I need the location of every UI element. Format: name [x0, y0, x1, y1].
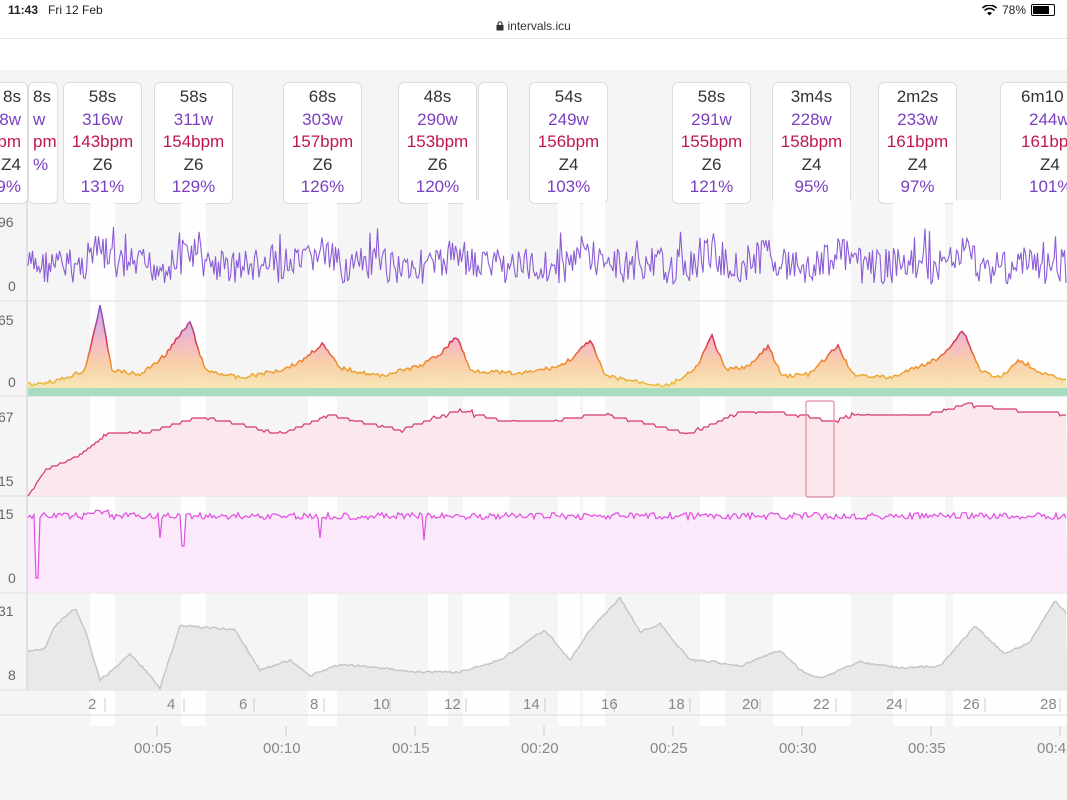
- time-tick: 00:05: [134, 740, 172, 757]
- interval-card[interactable]: 68s 303w 157bpm Z6 126%: [283, 82, 362, 204]
- selection-box[interactable]: [805, 400, 835, 498]
- distance-tick: 16: [601, 696, 618, 713]
- altitude-ymin: 8: [8, 667, 16, 683]
- distance-tick: 4: [167, 696, 176, 713]
- time-tick: 00:4: [1037, 740, 1067, 757]
- status-time: 11:43: [8, 3, 39, 17]
- distance-tick: 14: [523, 696, 540, 713]
- cadence-series: [27, 509, 1067, 593]
- power-series: [27, 226, 1067, 286]
- time-tick: 00:35: [908, 740, 946, 757]
- interval-card[interactable]: 3m4s 228w 158bpm Z4 95%: [772, 82, 851, 204]
- altitude-ymax: 31: [0, 603, 14, 619]
- distance-tick: 10: [373, 696, 390, 713]
- interval-card[interactable]: 58s 291w 155bpm Z6 121%: [672, 82, 751, 204]
- wbal-line: [27, 304, 1067, 388]
- time-tick: 00:25: [650, 740, 688, 757]
- battery-percent: 78%: [1001, 3, 1026, 17]
- hr-ymax: 67: [0, 409, 14, 425]
- altitude-series: [27, 596, 1067, 691]
- hr-line: [27, 402, 1066, 497]
- power-ymax: 96: [0, 214, 14, 230]
- interval-card[interactable]: 8s w pm %: [28, 82, 58, 204]
- interval-card[interactable]: 2m2s 233w 161bpm Z4 97%: [878, 82, 957, 204]
- wbal-baseline-band: [28, 388, 1067, 396]
- x-axis: [0, 698, 1067, 736]
- time-tick: 00:30: [779, 740, 817, 757]
- app-toolbar: [0, 38, 1067, 72]
- status-date: Fri 12 Feb: [48, 3, 103, 17]
- altitude-area: [28, 597, 1067, 690]
- interval-card[interactable]: [478, 82, 508, 204]
- wbal-series: [27, 304, 1067, 396]
- altitude-line: [27, 596, 1067, 691]
- hr-area: [28, 403, 1067, 496]
- distance-tick: 2: [88, 696, 97, 713]
- cadence-line: [27, 509, 1067, 579]
- wifi-icon: [981, 4, 997, 15]
- distance-tick: 26: [963, 696, 980, 713]
- cadence-area: [28, 510, 1067, 593]
- heart-rate-series: [27, 402, 1067, 497]
- interval-card[interactable]: 54s 249w 156bpm Z4 103%: [529, 82, 608, 204]
- time-tick: 00:10: [263, 740, 301, 757]
- distance-tick: 28: [1040, 696, 1057, 713]
- time-tick: 00:20: [521, 740, 559, 757]
- interval-card[interactable]: 6m10 244w 161bp Z4 101%: [1000, 82, 1067, 204]
- distance-tick: 24: [886, 696, 903, 713]
- power-ymin: 0: [8, 278, 16, 294]
- distance-tick: 12: [444, 696, 461, 713]
- cadence-ymax: 15: [0, 506, 14, 522]
- status-right: 78%: [981, 3, 1055, 17]
- power-line: [27, 226, 1067, 286]
- url-text: intervals.icu: [507, 18, 571, 33]
- battery-icon: [1031, 4, 1055, 16]
- interval-card[interactable]: 8s 8w pm Z4 9%: [0, 82, 28, 204]
- status-bar: 11:43 Fri 12 Feb 78%: [0, 0, 1067, 22]
- distance-tick: 6: [239, 696, 248, 713]
- wbal-ymax: 65: [0, 312, 14, 328]
- distance-tick: 8: [310, 696, 319, 713]
- lock-icon: [496, 21, 504, 31]
- cadence-ymin: 0: [8, 570, 16, 586]
- time-tick: 00:15: [392, 740, 430, 757]
- address-bar[interactable]: intervals.icu: [0, 18, 1067, 38]
- wbal-ymin: 0: [8, 374, 16, 390]
- interval-card[interactable]: 58s 316w 143bpm Z6 131%: [63, 82, 142, 204]
- distance-tick: 18: [668, 696, 685, 713]
- interval-card[interactable]: 58s 311w 154bpm Z6 129%: [154, 82, 233, 204]
- distance-tick: 20: [742, 696, 759, 713]
- activity-chart[interactable]: [0, 70, 1067, 800]
- interval-card[interactable]: 48s 290w 153bpm Z6 120%: [398, 82, 477, 204]
- hr-ymin: 15: [0, 473, 14, 489]
- distance-tick: 22: [813, 696, 830, 713]
